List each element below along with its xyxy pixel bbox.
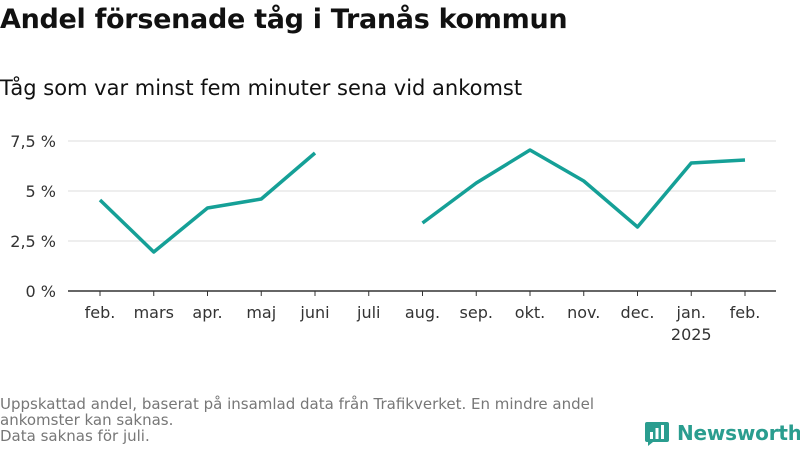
y-tick-label: 5 %: [26, 182, 56, 201]
y-tick-label: 0 %: [26, 282, 56, 301]
brand-logo[interactable]: Newsworthy: [644, 420, 800, 446]
x-tick-label: juni: [299, 303, 329, 322]
x-tick-sublabel: 2025: [671, 325, 712, 344]
x-tick-label: feb.: [730, 303, 761, 322]
line-chart: 0 % 2,5 % 5 % 7,5 % feb. mars apr. maj juni juli…: [0, 0, 800, 360]
x-tick-label: aug.: [405, 303, 440, 322]
footnote: Uppskattad andel, baserat på insamlad da…: [0, 396, 630, 444]
x-tick-label: nov.: [567, 303, 600, 322]
x-tick-label: mars: [134, 303, 174, 322]
x-tick-label: sep.: [460, 303, 493, 322]
footnote-line-1: Uppskattad andel, baserat på insamlad da…: [0, 396, 630, 428]
y-tick-label: 2,5 %: [10, 232, 56, 251]
x-tick-label: feb.: [85, 303, 116, 322]
bar-chart-logo-icon: [644, 420, 670, 446]
x-tick-label: jan.: [676, 303, 706, 322]
y-axis-tick-labels: 0 % 2,5 % 5 % 7,5 %: [10, 132, 56, 301]
x-axis-tick-labels: feb. mars apr. maj juni juli aug. sep. okt. nov. d…: [85, 291, 761, 344]
y-tick-label: 7,5 %: [10, 132, 56, 151]
x-tick-label: dec.: [621, 303, 655, 322]
brand-name: Newsworthy: [677, 421, 800, 445]
x-tick-label: apr.: [192, 303, 222, 322]
series-lines: [100, 150, 745, 252]
x-tick-label: maj: [246, 303, 276, 322]
x-tick-label: juli: [356, 303, 380, 322]
x-tick-label: okt.: [515, 303, 545, 322]
series-line-segment: [100, 153, 315, 252]
footnote-line-2: Data saknas för juli.: [0, 428, 630, 444]
gridlines: [68, 141, 776, 291]
series-line-segment: [423, 150, 746, 227]
